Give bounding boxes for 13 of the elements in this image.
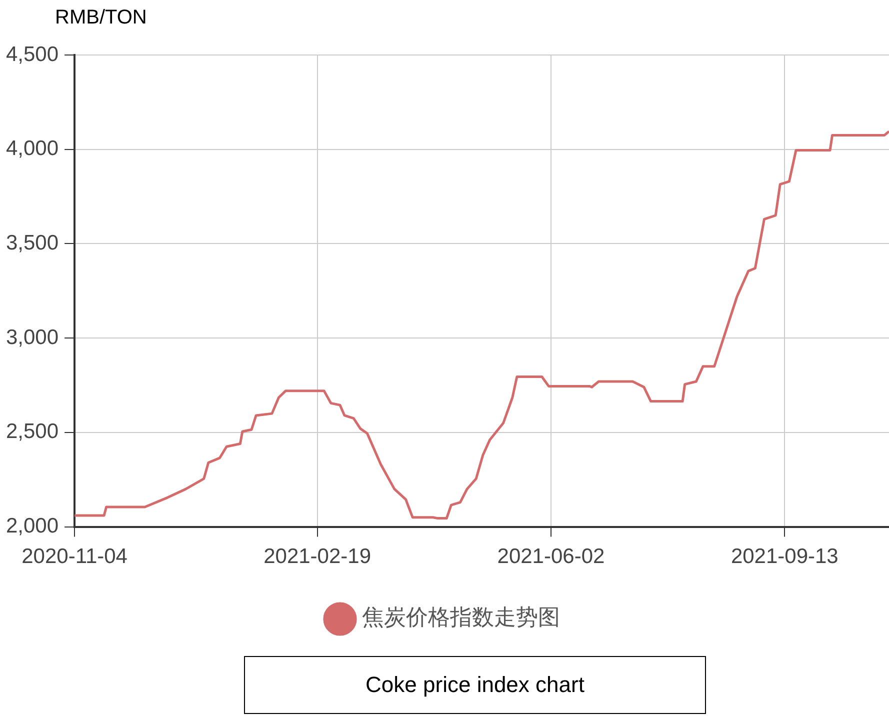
y-axis-title: RMB/TON xyxy=(55,6,147,29)
y-tick-label: 3,000 xyxy=(6,326,59,349)
x-tick-label: 2021-09-13 xyxy=(730,545,838,568)
x-tick-label: 2021-06-02 xyxy=(497,545,605,568)
y-tick-label: 2,000 xyxy=(6,514,59,538)
y-tick-label: 2,500 xyxy=(6,420,59,444)
legend-label: 焦炭价格指数走势图 xyxy=(362,606,560,631)
y-tick-label: 3,500 xyxy=(6,232,59,255)
y-tick-label: 4,000 xyxy=(6,137,59,160)
y-tick-label: 4,500 xyxy=(6,42,59,66)
text: Coke price index chart xyxy=(244,656,706,714)
x-tick-label: 2020-11-04 xyxy=(22,545,128,568)
x-tick-label: 2021-02-19 xyxy=(264,545,372,568)
